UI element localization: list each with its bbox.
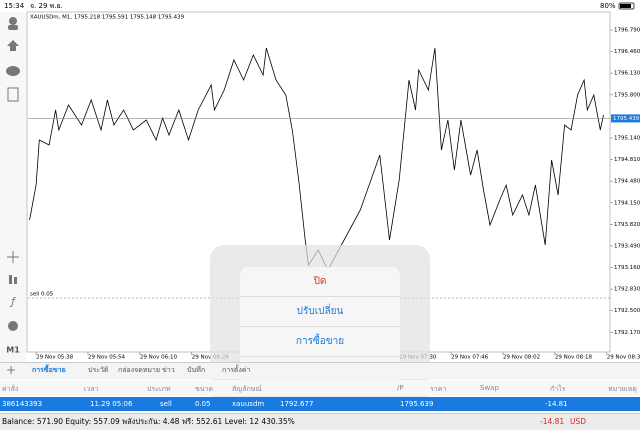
x-tick-label: 29 Nov 05:54 (88, 355, 126, 361)
table-header: ค่าสั่ง เวลา ประเภท ขนาด สัญลักษณ์ /P ราคา Swap… (0, 380, 640, 396)
column-header: ค่าสั่ง (2, 385, 19, 393)
toolbar-icons: ƒ (6, 17, 20, 331)
x-tick-label: 29 Nov 05:38 (36, 355, 74, 361)
y-tick-label: 1795.140 (614, 135, 640, 141)
popup-item[interactable]: ปิด (240, 267, 400, 297)
y-tick-label: 1795.800 (614, 92, 640, 98)
add-button[interactable]: + (6, 363, 17, 377)
column-header: หมายเหตุ (608, 385, 637, 393)
y-tick-label: 1796.130 (614, 71, 640, 77)
y-tick-label: 1792.830 (614, 287, 640, 293)
x-tick-label: 29 Nov 08:02 (503, 355, 540, 361)
table-cell: 0.05 (195, 400, 211, 408)
popup-item[interactable]: การซื้อขาย (240, 327, 400, 357)
tab[interactable]: การตั้งค่า (222, 366, 251, 374)
table-cell: 386143393 (2, 400, 43, 408)
y-tick-label: 1793.820 (614, 222, 640, 228)
icon-new[interactable] (7, 87, 19, 102)
battery-fill (620, 4, 631, 8)
column-header: สัญลักษณ์ (232, 385, 262, 393)
toolbar (0, 12, 26, 362)
tab[interactable]: การซื้อขาย (32, 366, 66, 374)
tab[interactable]: ข่าว (162, 366, 175, 374)
total-profit: -14.81 (540, 417, 565, 426)
table-cell: 11.29 05:06 (90, 400, 133, 408)
y-tick-label: 1794.480 (614, 179, 640, 185)
tab-bar: + การซื้อขาย ประวัติ กล่องจดหมาย ข่าว บันทึก… (0, 362, 640, 379)
status-date: จ. 29 พ.ย. (30, 2, 63, 10)
y-tick-label: 1792.500 (614, 308, 640, 314)
icon-candles-b (14, 277, 17, 284)
y-tick-label: 1796.790 (614, 28, 640, 34)
battery-level: 80% (600, 2, 616, 10)
tab[interactable]: ประวัติ (88, 366, 109, 374)
icon-indicators[interactable]: ƒ (9, 295, 17, 308)
table-cell: xauusdm (232, 400, 265, 408)
balance-bar: Balance: 571.90 Equity: 557.09 พลังประกั… (0, 413, 640, 430)
table-row[interactable]: 386143393 11.29 05:06 sell 0.05 xauusdm 1792.… (0, 397, 640, 411)
status-bar (0, 0, 640, 12)
y-tick-label: 1793.490 (614, 243, 640, 249)
icon-account-body (8, 25, 18, 30)
x-tick-label: 29 Nov 06:10 (140, 355, 178, 361)
column-header: ขนาด (195, 385, 214, 393)
icon-account[interactable] (9, 17, 17, 25)
y-tick-label: 1792.170 (614, 330, 640, 336)
current-price-label: 1795.439 (613, 116, 640, 122)
column-header: ประเภท (147, 385, 171, 393)
column-header: ราคา (430, 385, 447, 393)
icon-objects[interactable] (8, 321, 18, 331)
table-cell: 1795.639 (400, 400, 434, 408)
column-header: กำไร (550, 385, 566, 393)
column-header: /P (397, 384, 404, 392)
current-price-tag (611, 114, 640, 123)
order-line-label: sell 0.05 (30, 291, 54, 297)
y-tick-label: 1794.810 (614, 157, 640, 163)
symbol-info: XAUUSDm, M1, 1795.218 1795.591 1795.148 … (30, 15, 185, 21)
x-tick-label: 29 Nov 07:46 (451, 355, 489, 361)
battery-icon (618, 2, 635, 10)
y-tick-label: 1794.150 (614, 200, 640, 206)
status-time: 15:34 (4, 2, 25, 10)
x-tick-label: 29 Nov 08:18 (555, 355, 593, 361)
table-cell: -14.81 (545, 400, 568, 408)
tab[interactable]: บันทึก (187, 366, 206, 374)
y-tick-label: 1796.460 (614, 49, 640, 55)
currency: USD (570, 417, 587, 426)
balance-summary: Balance: 571.90 Equity: 557.09 พลังประกั… (2, 417, 295, 426)
icon-trade[interactable] (7, 40, 19, 51)
table-cell: 1792.677 (280, 400, 314, 408)
y-tick-label: 1793.160 (614, 265, 640, 271)
tab[interactable]: กล่องจดหมาย (118, 366, 161, 374)
icon-chat[interactable] (6, 66, 20, 76)
x-tick-label: 29 Nov 08:34 (607, 355, 640, 361)
popup-item[interactable]: ปรับเปลี่ยน (240, 297, 400, 327)
column-header: เวลา (84, 385, 99, 393)
table-cell: sell (160, 400, 172, 408)
icon-candles[interactable] (9, 275, 12, 284)
timeframe[interactable]: M1 (6, 346, 20, 355)
column-header: Swap (480, 384, 499, 392)
